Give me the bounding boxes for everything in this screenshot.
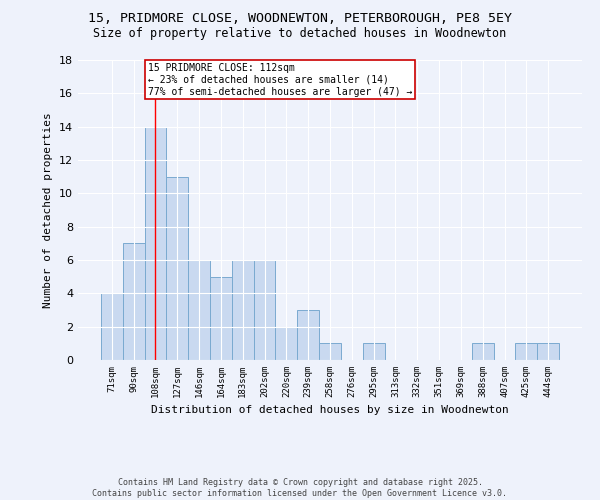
Bar: [145, 126, 166, 360]
Bar: [166, 176, 188, 360]
Bar: [275, 326, 297, 360]
Bar: [210, 276, 232, 360]
Y-axis label: Number of detached properties: Number of detached properties: [43, 112, 53, 308]
Bar: [123, 244, 145, 360]
Bar: [101, 294, 123, 360]
Bar: [472, 344, 494, 360]
Bar: [319, 344, 341, 360]
Bar: [363, 344, 385, 360]
Text: Contains HM Land Registry data © Crown copyright and database right 2025.
Contai: Contains HM Land Registry data © Crown c…: [92, 478, 508, 498]
X-axis label: Distribution of detached houses by size in Woodnewton: Distribution of detached houses by size …: [151, 406, 509, 415]
Bar: [297, 310, 319, 360]
Bar: [232, 260, 254, 360]
Text: 15, PRIDMORE CLOSE, WOODNEWTON, PETERBOROUGH, PE8 5EY: 15, PRIDMORE CLOSE, WOODNEWTON, PETERBOR…: [88, 12, 512, 26]
Text: 15 PRIDMORE CLOSE: 112sqm
← 23% of detached houses are smaller (14)
77% of semi-: 15 PRIDMORE CLOSE: 112sqm ← 23% of detac…: [148, 64, 412, 96]
Bar: [515, 344, 537, 360]
Bar: [537, 344, 559, 360]
Text: Size of property relative to detached houses in Woodnewton: Size of property relative to detached ho…: [94, 28, 506, 40]
Bar: [254, 260, 275, 360]
Bar: [188, 260, 210, 360]
